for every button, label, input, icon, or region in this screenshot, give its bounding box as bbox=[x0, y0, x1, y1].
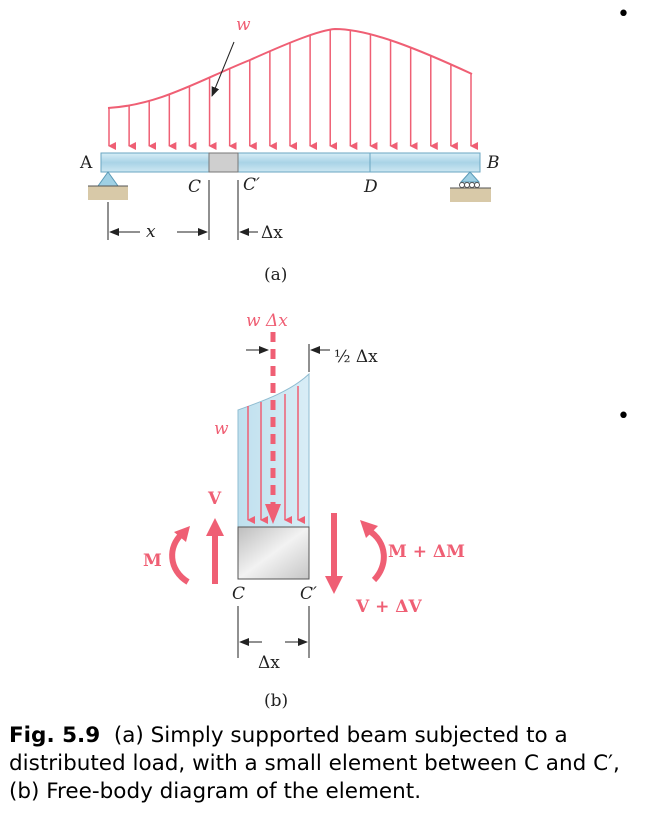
moment-m-label: M bbox=[143, 551, 162, 571]
dim-x-label: x bbox=[146, 222, 156, 242]
point-c-prime-label: C′ bbox=[243, 175, 260, 195]
figure-caption: Fig. 5.9 (a) Simply supported beam subje… bbox=[9, 722, 645, 806]
distributed-load-arrows bbox=[108, 29, 478, 150]
shear-v-dv-label: V + ΔV bbox=[355, 597, 422, 617]
beam bbox=[100, 152, 481, 173]
point-b-label: B bbox=[486, 153, 500, 173]
panel-a-label: (a) bbox=[264, 265, 287, 285]
load-label-w: w bbox=[236, 15, 251, 35]
element-c-label: C bbox=[232, 584, 245, 604]
point-d-label: D bbox=[363, 177, 378, 197]
resultant-label: w Δx bbox=[246, 311, 288, 331]
roller-support-b bbox=[450, 171, 491, 202]
beam-element-c bbox=[208, 152, 239, 173]
shear-v-dv-arrow bbox=[325, 513, 343, 594]
resultant-arrow bbox=[265, 332, 281, 524]
free-body-element bbox=[237, 526, 310, 580]
caption-label: Fig. 5.9 bbox=[9, 723, 101, 748]
bullet-marker: • bbox=[617, 2, 630, 27]
half-dx-label: ½ Δx bbox=[334, 347, 378, 367]
pin-support-a bbox=[88, 171, 128, 200]
caption-text: (a) Simply supported beam subjected to a… bbox=[9, 723, 620, 804]
shear-v-label: V bbox=[207, 489, 222, 509]
element-c-prime-label: C′ bbox=[300, 584, 317, 604]
point-a-label: A bbox=[79, 153, 93, 173]
dim-dx-label: Δx bbox=[261, 223, 283, 243]
moment-m-arrow bbox=[169, 526, 190, 585]
load-leader bbox=[211, 41, 235, 97]
panel-b-label: (b) bbox=[264, 691, 288, 711]
moment-m-dm-arrow bbox=[360, 520, 387, 583]
diagram-b: w Δx ½ Δx w V bbox=[143, 311, 465, 711]
elem-dim-label: Δx bbox=[258, 653, 280, 673]
element-load-arrows bbox=[247, 386, 305, 524]
beam-figure: w A B C C′ D x Δx (a) w Δx bbox=[79, 15, 500, 711]
element-load-label: w bbox=[214, 419, 229, 439]
bullet-marker: • bbox=[617, 404, 630, 429]
diagram-a: w A B C C′ D x Δx (a) bbox=[79, 15, 500, 285]
point-c-label: C bbox=[188, 177, 201, 197]
moment-m-dm-label: M + ΔM bbox=[388, 542, 465, 562]
shear-v-arrow bbox=[206, 518, 224, 584]
load-curve bbox=[107, 27, 473, 109]
